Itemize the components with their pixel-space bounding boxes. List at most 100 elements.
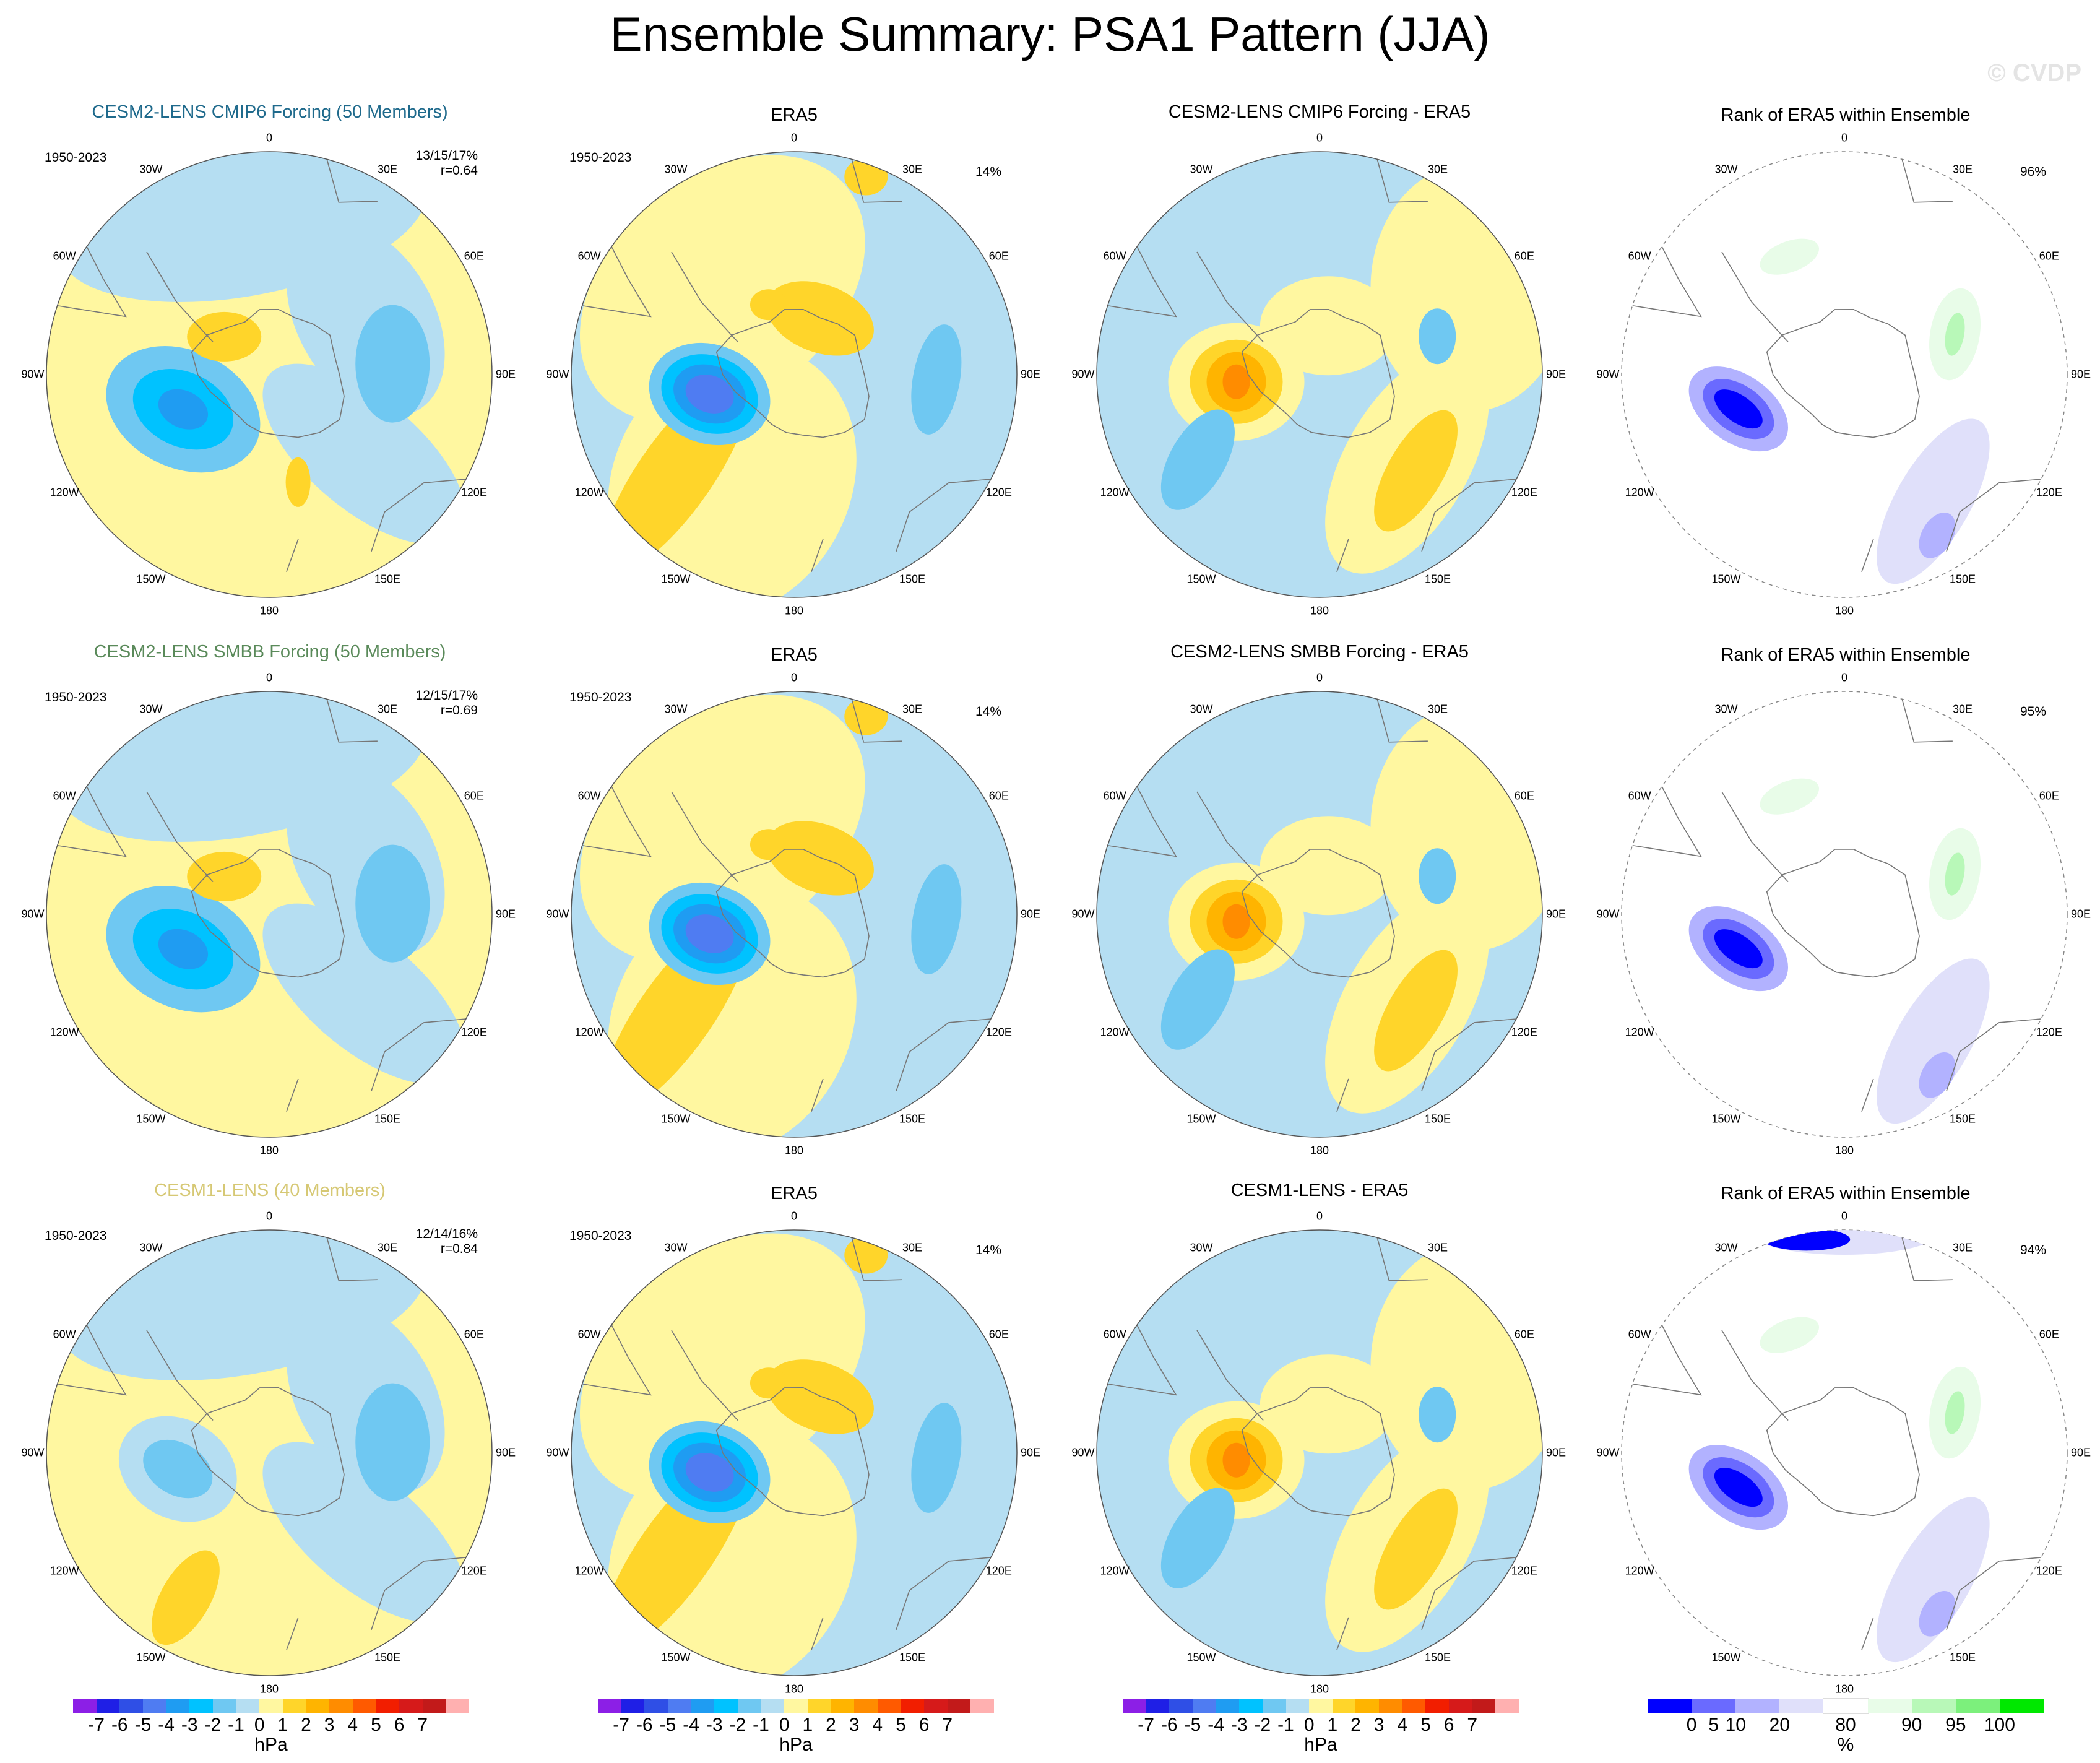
longitude-label: 60W	[1103, 249, 1126, 262]
longitude-label: 90W	[1071, 1446, 1095, 1459]
new-zealand-coastline	[1861, 539, 1874, 573]
longitude-label: 60E	[464, 249, 484, 262]
map-border	[571, 151, 1018, 598]
colorbar-swatch	[1379, 1699, 1402, 1713]
longitude-label: 60E	[1514, 789, 1534, 802]
map-border	[46, 151, 493, 598]
colorbar-swatch	[1192, 1699, 1216, 1713]
map-border	[1621, 691, 2068, 1138]
longitude-label: 30W	[1190, 163, 1213, 176]
longitude-label: 30E	[902, 703, 923, 716]
panel-title-obs: ERA5	[771, 645, 818, 665]
longitude-label: 120W	[50, 1026, 79, 1039]
negative-field	[262, 1442, 465, 1623]
rank-low-field	[1877, 418, 1990, 584]
longitude-label: 120W	[574, 486, 604, 499]
colorbar-tick-label: -3	[181, 1715, 198, 1735]
australia-coastline	[371, 1557, 466, 1631]
longitude-label: 120W	[574, 1026, 604, 1039]
australia-coastline	[1421, 1018, 1516, 1092]
colorbar-swatch	[831, 1699, 855, 1713]
high-center	[1222, 1442, 1250, 1478]
south-america-coastline	[1107, 786, 1177, 857]
longitude-label: 30W	[664, 703, 688, 716]
colorbar-tick-label: 5	[1420, 1715, 1431, 1735]
longitude-label: 60E	[1514, 1328, 1534, 1341]
longitude-label: 180	[784, 1144, 804, 1157]
rank-high-field	[1760, 238, 1820, 275]
colorbar-tick-label: -7	[613, 1715, 629, 1735]
colorbar-tick-label: 10	[1725, 1715, 1746, 1735]
south-america-coastline	[57, 1325, 127, 1396]
longitude-label: 150W	[136, 1651, 166, 1664]
colorbar-tick-label: 1	[1327, 1715, 1338, 1735]
high-center	[750, 1367, 787, 1399]
colorbar-tick-label: 5	[896, 1715, 906, 1735]
longitude-label: 120E	[1511, 486, 1537, 499]
longitude-label: 150E	[1424, 1651, 1451, 1664]
longitude-label: 150E	[899, 1651, 926, 1664]
low-center	[911, 324, 962, 435]
colorbar-swatch	[1823, 1698, 1869, 1714]
pct-label: 14%	[975, 165, 1002, 179]
colorbar-swatch	[970, 1699, 994, 1713]
longitude-label: 30E	[1427, 163, 1448, 176]
antarctica-coastline	[715, 308, 870, 438]
colorbar-swatch	[1911, 1699, 1956, 1713]
longitude-label: 30E	[1952, 1241, 1973, 1254]
stat-r: r=0.64	[440, 163, 478, 178]
peninsula-coastline	[146, 1330, 214, 1421]
period-label: 1950-2023	[569, 690, 632, 704]
colorbar-swatch	[1472, 1699, 1496, 1713]
colorbar-tick-label: 2	[301, 1715, 311, 1735]
longitude-label: 30W	[664, 1241, 688, 1254]
panel-title-rank: Rank of ERA5 within Ensemble	[1721, 105, 1971, 125]
colorbar-tick-label: -3	[1230, 1715, 1248, 1735]
colorbar-swatch	[73, 1699, 97, 1713]
longitude-label: 180	[1310, 604, 1329, 617]
longitude-label: 0	[266, 1210, 273, 1223]
panel-title-diff: CESM2-LENS CMIP6 Forcing - ERA5	[1168, 102, 1471, 122]
panel-title-model: CESM2-LENS SMBB Forcing (50 Members)	[93, 642, 446, 662]
map-panel	[1097, 152, 1542, 597]
longitude-label: 0	[1841, 131, 1848, 144]
longitude-label: 60W	[577, 249, 601, 262]
positive-field	[1260, 1354, 1396, 1454]
longitude-label: 150W	[1711, 1651, 1741, 1664]
high-center	[187, 311, 262, 362]
colorbar-tick-label: -5	[659, 1715, 676, 1735]
high-center	[766, 821, 874, 896]
panel-title-model: CESM2-LENS CMIP6 Forcing (50 Members)	[92, 102, 448, 122]
stat-r: r=0.84	[440, 1242, 478, 1256]
longitude-label: 180	[784, 604, 804, 617]
longitude-label: 60E	[988, 789, 1009, 802]
longitude-label: 180	[1834, 1683, 1854, 1696]
africa-coastline	[1901, 159, 1953, 203]
colorbar-tick-label: -1	[228, 1715, 244, 1735]
rank-low-center	[1714, 1468, 1763, 1507]
colorbar-swatch	[644, 1699, 668, 1713]
panel-title-rank: Rank of ERA5 within Ensemble	[1721, 645, 1971, 665]
low-center	[1160, 409, 1235, 510]
longitude-label: 90E	[2070, 1446, 2091, 1459]
high-center	[1374, 410, 1458, 532]
colorbar-tick-label: 0	[1686, 1715, 1697, 1735]
longitude-label: 90E	[2070, 907, 2091, 920]
colorbar-tick-label: 7	[1467, 1715, 1478, 1735]
stat-rank: 12/14/16%	[415, 1227, 478, 1241]
colorbar-tick-label: 6	[1443, 1715, 1454, 1735]
colorbar-unit: %	[1837, 1735, 1854, 1755]
map-panel	[571, 152, 1017, 597]
colorbar-tick-label: -1	[1277, 1715, 1294, 1735]
longitude-label: 120W	[1625, 486, 1654, 499]
longitude-label: 30E	[902, 163, 923, 176]
longitude-label: 30E	[377, 1241, 398, 1254]
longitude-label: 120W	[1100, 486, 1130, 499]
colorbar-tick-label: -2	[1254, 1715, 1271, 1735]
longitude-label: 0	[1316, 671, 1323, 684]
colorbar-swatch	[166, 1699, 190, 1713]
colorbar-tick-label: 6	[394, 1715, 405, 1735]
africa-coastline	[1376, 159, 1428, 203]
longitude-label: 90E	[1545, 907, 1566, 920]
colorbar-swatch	[947, 1699, 971, 1713]
